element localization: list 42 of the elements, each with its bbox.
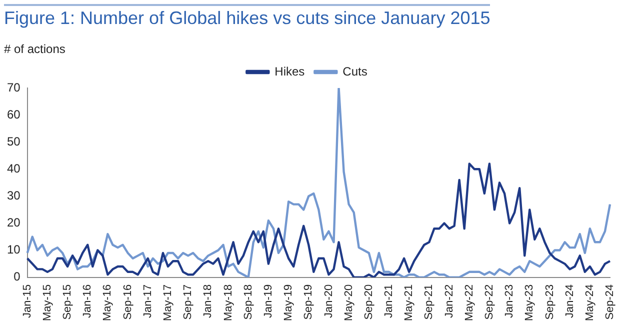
x-tick-label: Sep-24: [604, 284, 616, 320]
x-tick-label: Jan-20: [322, 284, 335, 318]
y-tick-label: 40: [6, 161, 21, 176]
x-tick-label: Sep-16: [122, 284, 134, 320]
x-tick-label: May-22: [463, 284, 476, 322]
x-tick-label: Jan-18: [202, 284, 214, 318]
x-tick-label: Jan-21: [383, 284, 396, 318]
x-tick-label: Sep-21: [423, 284, 436, 320]
y-tick-label: 50: [6, 134, 21, 148]
x-tick-label: Jan-15: [21, 284, 34, 318]
chart-title: Figure 1: Number of Global hikes vs cuts since January 2015: [4, 4, 490, 29]
x-tick-label: Sep-15: [62, 284, 74, 320]
x-tick-label: Jan-16: [82, 284, 94, 318]
x-tick-label: May-18: [222, 284, 234, 322]
x-tick-label: Jan-23: [504, 284, 516, 318]
legend-label: Cuts: [342, 64, 368, 78]
x-tick-label: May-23: [524, 284, 536, 322]
x-tick-label: Sep-22: [483, 284, 496, 320]
x-tick-label: May-15: [41, 284, 54, 322]
x-tick-label: Sep-20: [362, 284, 375, 320]
x-tick-label: Jan-24: [564, 284, 576, 318]
y-tick-label: 10: [6, 242, 21, 257]
x-tick-label: Sep-19: [302, 284, 315, 320]
x-tick-label: May-20: [342, 284, 355, 322]
x-tick-label: May-16: [102, 284, 114, 322]
x-tick-label: Sep-18: [242, 284, 254, 320]
y-tick-label: 30: [6, 188, 21, 202]
y-axis-title: # of actions: [4, 42, 66, 56]
x-tick-label: Jan-22: [443, 284, 456, 318]
x-tick-label: May-24: [584, 284, 596, 322]
x-tick-label: Sep-23: [544, 284, 556, 320]
legend-label: Hikes: [274, 64, 305, 78]
y-tick-label: 70: [6, 80, 21, 94]
x-tick-label: Jan-17: [142, 284, 154, 318]
x-tick-label: May-21: [403, 284, 416, 322]
y-tick-label: 20: [6, 216, 21, 230]
x-tick-label: May-19: [282, 284, 295, 322]
y-tick-label: 60: [6, 107, 21, 122]
y-tick-label: 0: [14, 270, 21, 284]
x-tick-label: Sep-17: [182, 284, 194, 320]
x-tick-label: May-17: [162, 284, 174, 322]
x-tick-label: Jan-19: [262, 284, 274, 318]
